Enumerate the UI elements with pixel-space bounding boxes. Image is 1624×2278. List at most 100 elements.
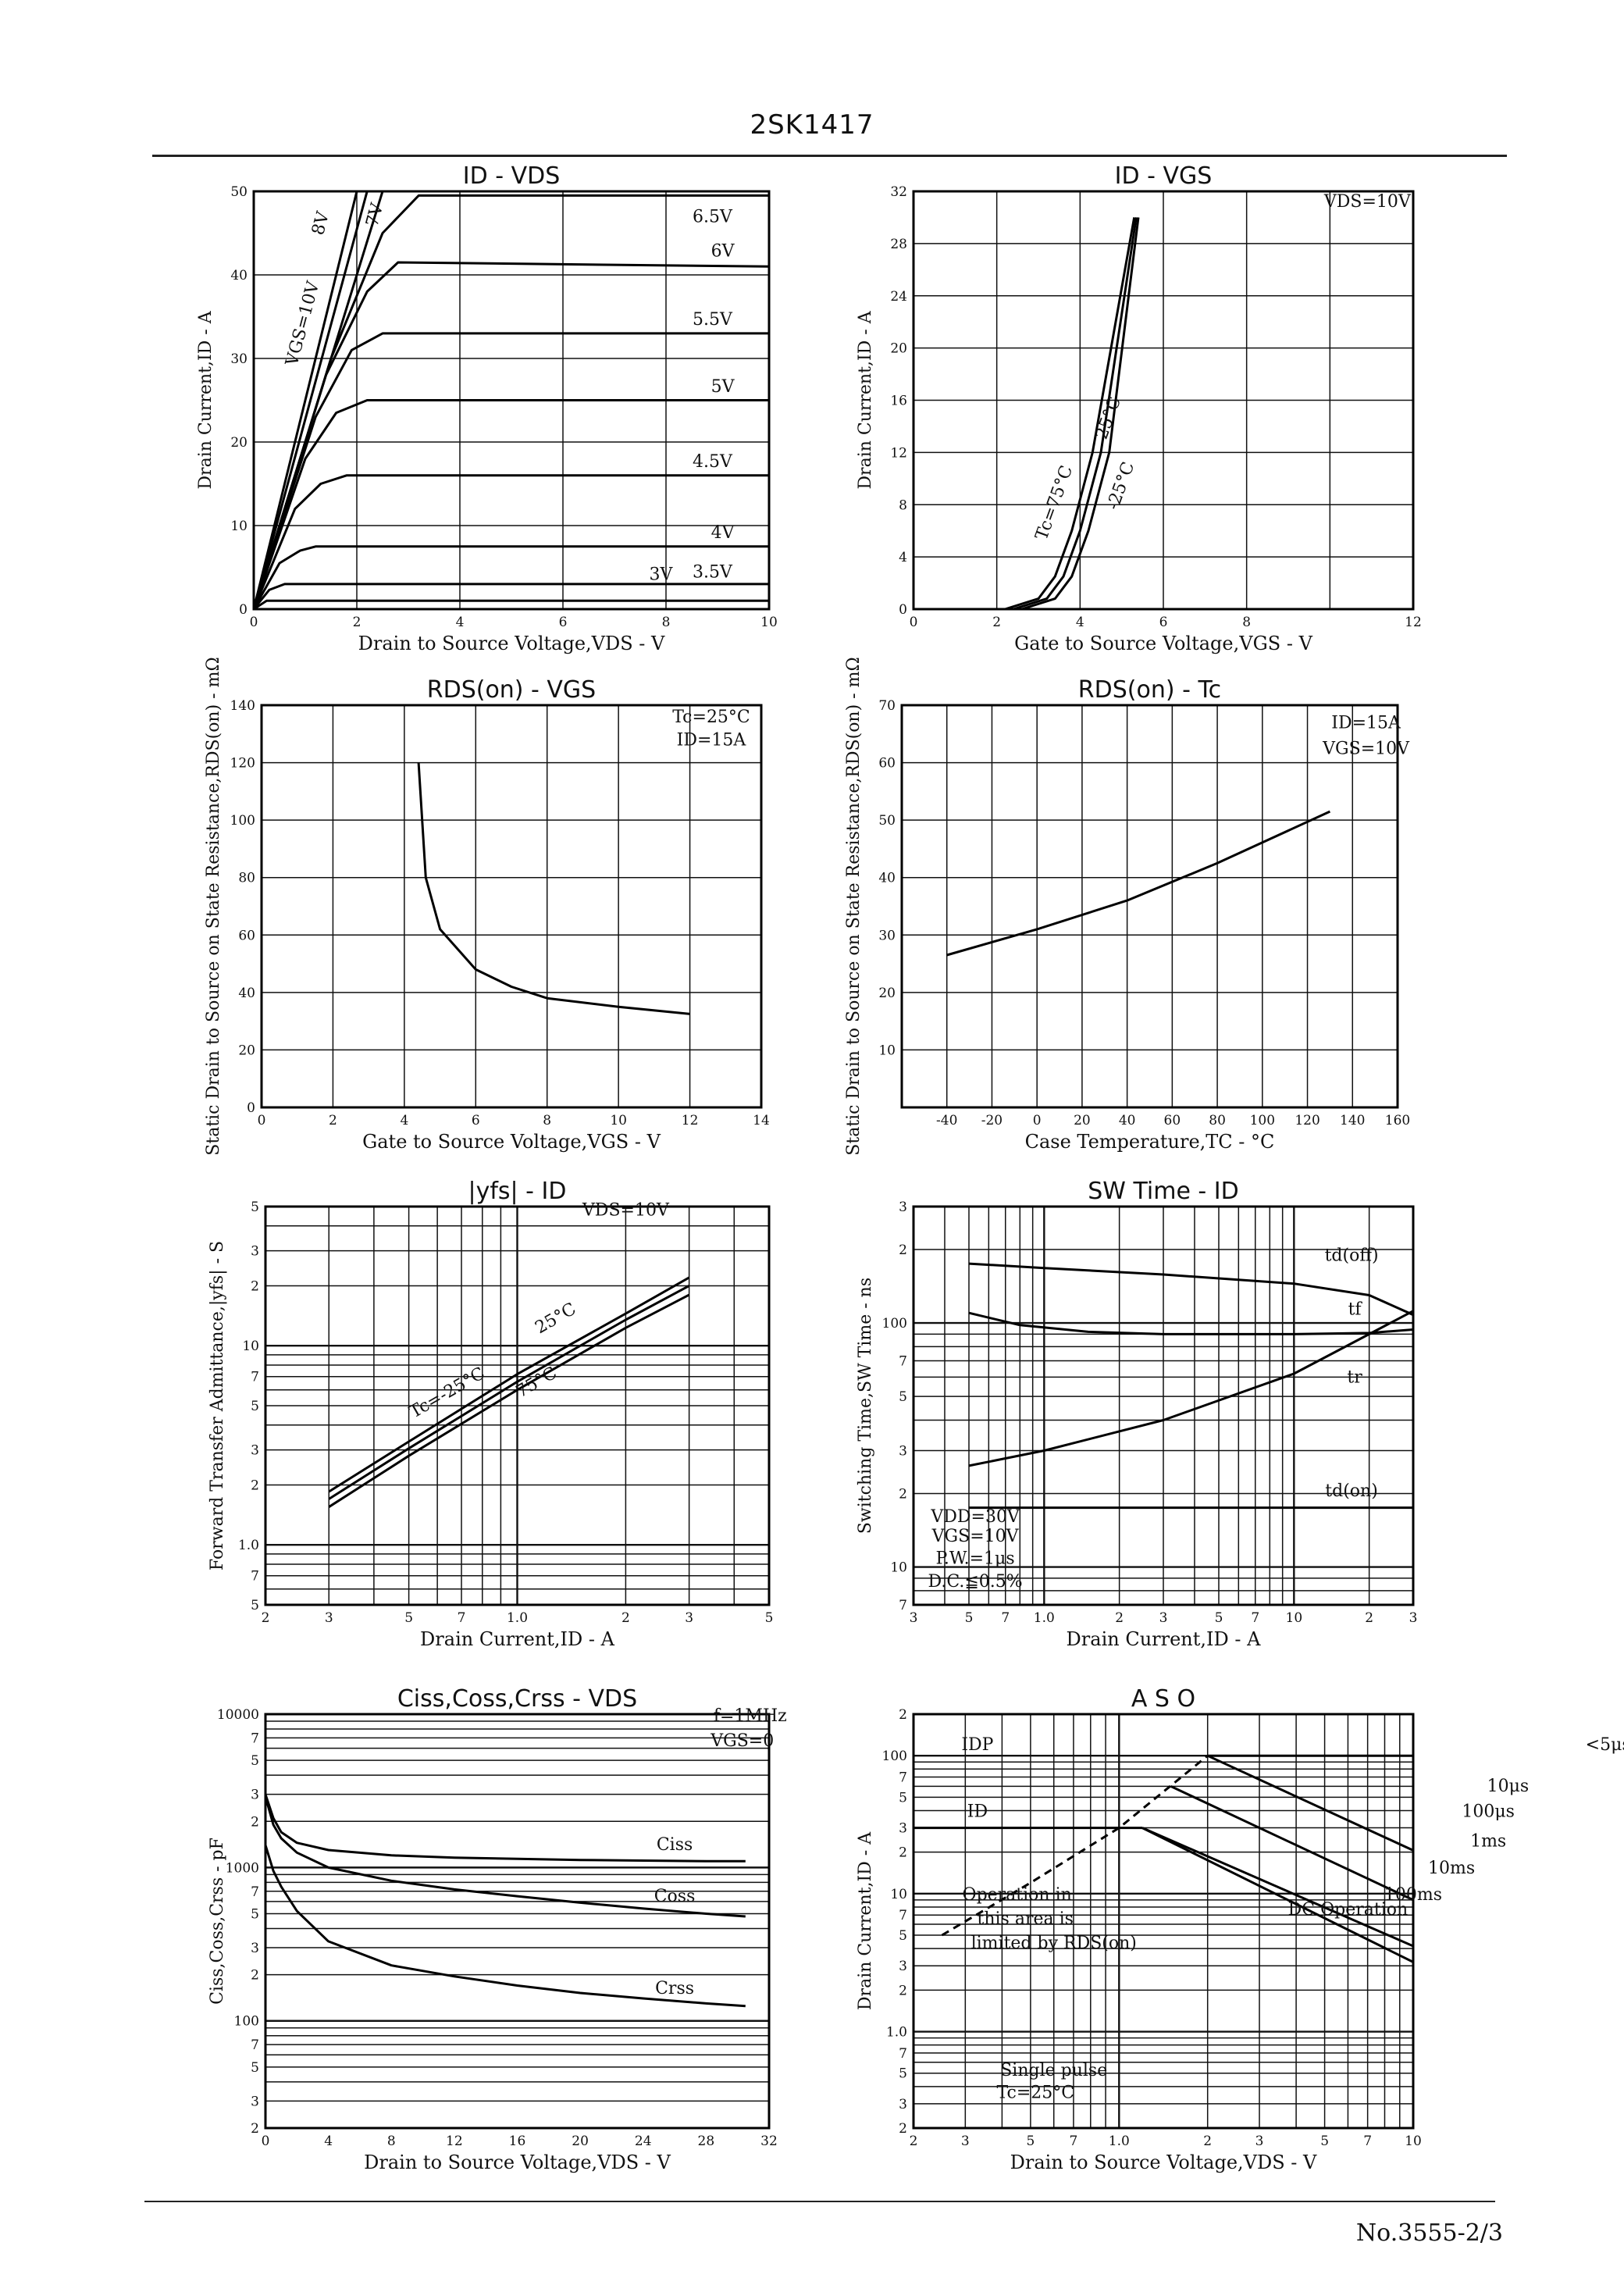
y-tick-label: 8 (899, 497, 907, 513)
series-line (254, 261, 769, 609)
x-tick-label: 10 (1405, 2134, 1422, 2149)
x-tick-label: 32 (760, 2134, 778, 2149)
data-label: 75°C (513, 1364, 561, 1403)
x-tick-label: 2 (329, 1113, 337, 1128)
y-tick-label: 2 (899, 1242, 907, 1258)
chart-title: ID - VDS (463, 162, 561, 190)
y-tick-label: 1.0 (886, 2025, 907, 2041)
x-tick-label: 1.0 (1034, 1610, 1055, 1626)
data-label: 10ms (1428, 1859, 1475, 1878)
y-tick-label: 5 (251, 1200, 259, 1215)
series-line (328, 1276, 690, 1493)
y-tick-label: 5 (899, 2066, 907, 2082)
y-axis-label: Drain Current,ID - A (196, 310, 215, 489)
x-tick-label: 3 (910, 1610, 918, 1626)
x-tick-label: 1.0 (1109, 2134, 1130, 2149)
y-tick-label: 20 (230, 435, 248, 451)
x-tick-label: 7 (1363, 2134, 1372, 2149)
footer-rule (144, 2201, 1495, 2202)
y-tick-label: 24 (890, 289, 907, 305)
data-label: VGS=10V (931, 1527, 1020, 1546)
x-tick-label: 8 (387, 2134, 396, 2149)
y-tick-label: 2 (251, 1968, 259, 1984)
x-tick-label: 7 (1070, 2134, 1078, 2149)
y-tick-label: 7 (251, 1884, 259, 1900)
x-tick-label: 10 (610, 1113, 627, 1128)
y-tick-label: 5 (251, 2060, 259, 2076)
x-tick-label: 0 (1033, 1113, 1042, 1128)
x-tick-label: 20 (572, 2134, 589, 2149)
x-tick-label: 100 (1250, 1113, 1275, 1128)
x-tick-label: 6 (1159, 615, 1168, 630)
y-tick-label: 7 (899, 1354, 907, 1370)
y-tick-label: 60 (238, 928, 255, 943)
y-tick-label: 7 (251, 2037, 259, 2053)
y-axis-label: Drain Current,ID - A (856, 310, 875, 489)
y-tick-label: 50 (230, 184, 248, 200)
data-label: VDD=30V (930, 1507, 1020, 1527)
y-tick-label: 28 (890, 237, 907, 252)
y-axis-label: Drain Current,ID - A (856, 1831, 875, 2010)
x-axis-label: Drain Current,ID - A (420, 1628, 615, 1650)
y-tick-label: 40 (230, 268, 248, 283)
x-tick-label: 5 (1215, 1610, 1223, 1626)
y-tick-label: 2 (251, 2121, 259, 2137)
y-tick-label: 20 (238, 1043, 255, 1058)
x-tick-label: 2 (262, 1610, 270, 1626)
series-line (1004, 217, 1136, 609)
series-line (1013, 217, 1138, 609)
y-tick-label: 5 (251, 1753, 259, 1769)
x-tick-label: 5 (404, 1610, 413, 1626)
y-tick-label: 100 (234, 2014, 259, 2030)
y-tick-label: 70 (878, 698, 896, 714)
plot-frame (912, 1713, 1415, 2130)
x-axis-label: Gate to Source Voltage,VGS - V (1014, 633, 1312, 654)
x-tick-label: 3 (961, 2134, 970, 2149)
data-label: Operation in (963, 1885, 1072, 1905)
x-tick-label: 2 (1365, 1610, 1373, 1626)
series-line (946, 810, 1331, 957)
x-tick-label: 3 (325, 1610, 333, 1626)
x-tick-label: 0 (910, 615, 918, 630)
x-axis-label: Case Temperature,TC - °C (1025, 1131, 1275, 1153)
chart-rds-tc: -40 -20 0 20 40 60 80 100 120 140 160 10 20 30 40 50 60 7… (844, 657, 1410, 1155)
y-tick-label: 50 (878, 813, 896, 829)
x-tick-label: 2 (1203, 2134, 1212, 2149)
x-tick-label: 20 (1074, 1113, 1091, 1128)
x-axis-label: Drain to Source Voltage,VDS - V (358, 633, 665, 654)
data-label: ID (967, 1802, 988, 1822)
data-label: this area is (978, 1909, 1074, 1929)
chart-id-vds: 0 2 4 6 8 10 0 10 20 30 40 50 ID - VDS Drain to Sourc… (196, 162, 778, 654)
x-tick-label: 12 (446, 2134, 463, 2149)
x-tick-label: 6 (472, 1113, 480, 1128)
y-tick-label: 7 (251, 1370, 259, 1385)
y-tick-label: 3 (251, 1244, 259, 1260)
plot-frame (264, 1713, 771, 2130)
y-tick-label: 7 (899, 1908, 907, 1923)
data-label: Tc=25°C (672, 708, 750, 727)
x-tick-label: 4 (400, 1113, 408, 1128)
data-label: 3V (649, 565, 673, 585)
series-line (968, 1310, 1413, 1467)
chart-title: Ciss,Coss,Crss - VDS (397, 1685, 637, 1713)
x-axis-label: Gate to Source Voltage,VGS - V (362, 1131, 661, 1153)
document-title: 2SK1417 (750, 109, 874, 141)
plot-frame (912, 1205, 1415, 1606)
chart-title: SW Time - ID (1088, 1178, 1239, 1205)
x-tick-label: 60 (1164, 1113, 1181, 1128)
data-label: IDP (961, 1735, 993, 1755)
y-tick-label: 100 (882, 1316, 907, 1332)
x-tick-label: 24 (635, 2134, 652, 2149)
series-line (968, 1262, 1413, 1317)
y-axis-label: Switching Time,SW Time - ns (856, 1278, 875, 1534)
data-label: 10μs (1487, 1777, 1530, 1796)
x-tick-label: 6 (559, 615, 568, 630)
y-tick-label: 3 (899, 1959, 907, 1974)
y-tick-label: 10 (878, 1043, 896, 1058)
x-tick-label: 40 (1119, 1113, 1136, 1128)
series-line (1141, 1827, 1413, 1964)
x-axis-label: Drain to Source Voltage,VDS - V (1010, 2151, 1317, 2173)
data-label: f=1MHz (714, 1706, 787, 1726)
data-label: 1ms (1470, 1831, 1506, 1851)
